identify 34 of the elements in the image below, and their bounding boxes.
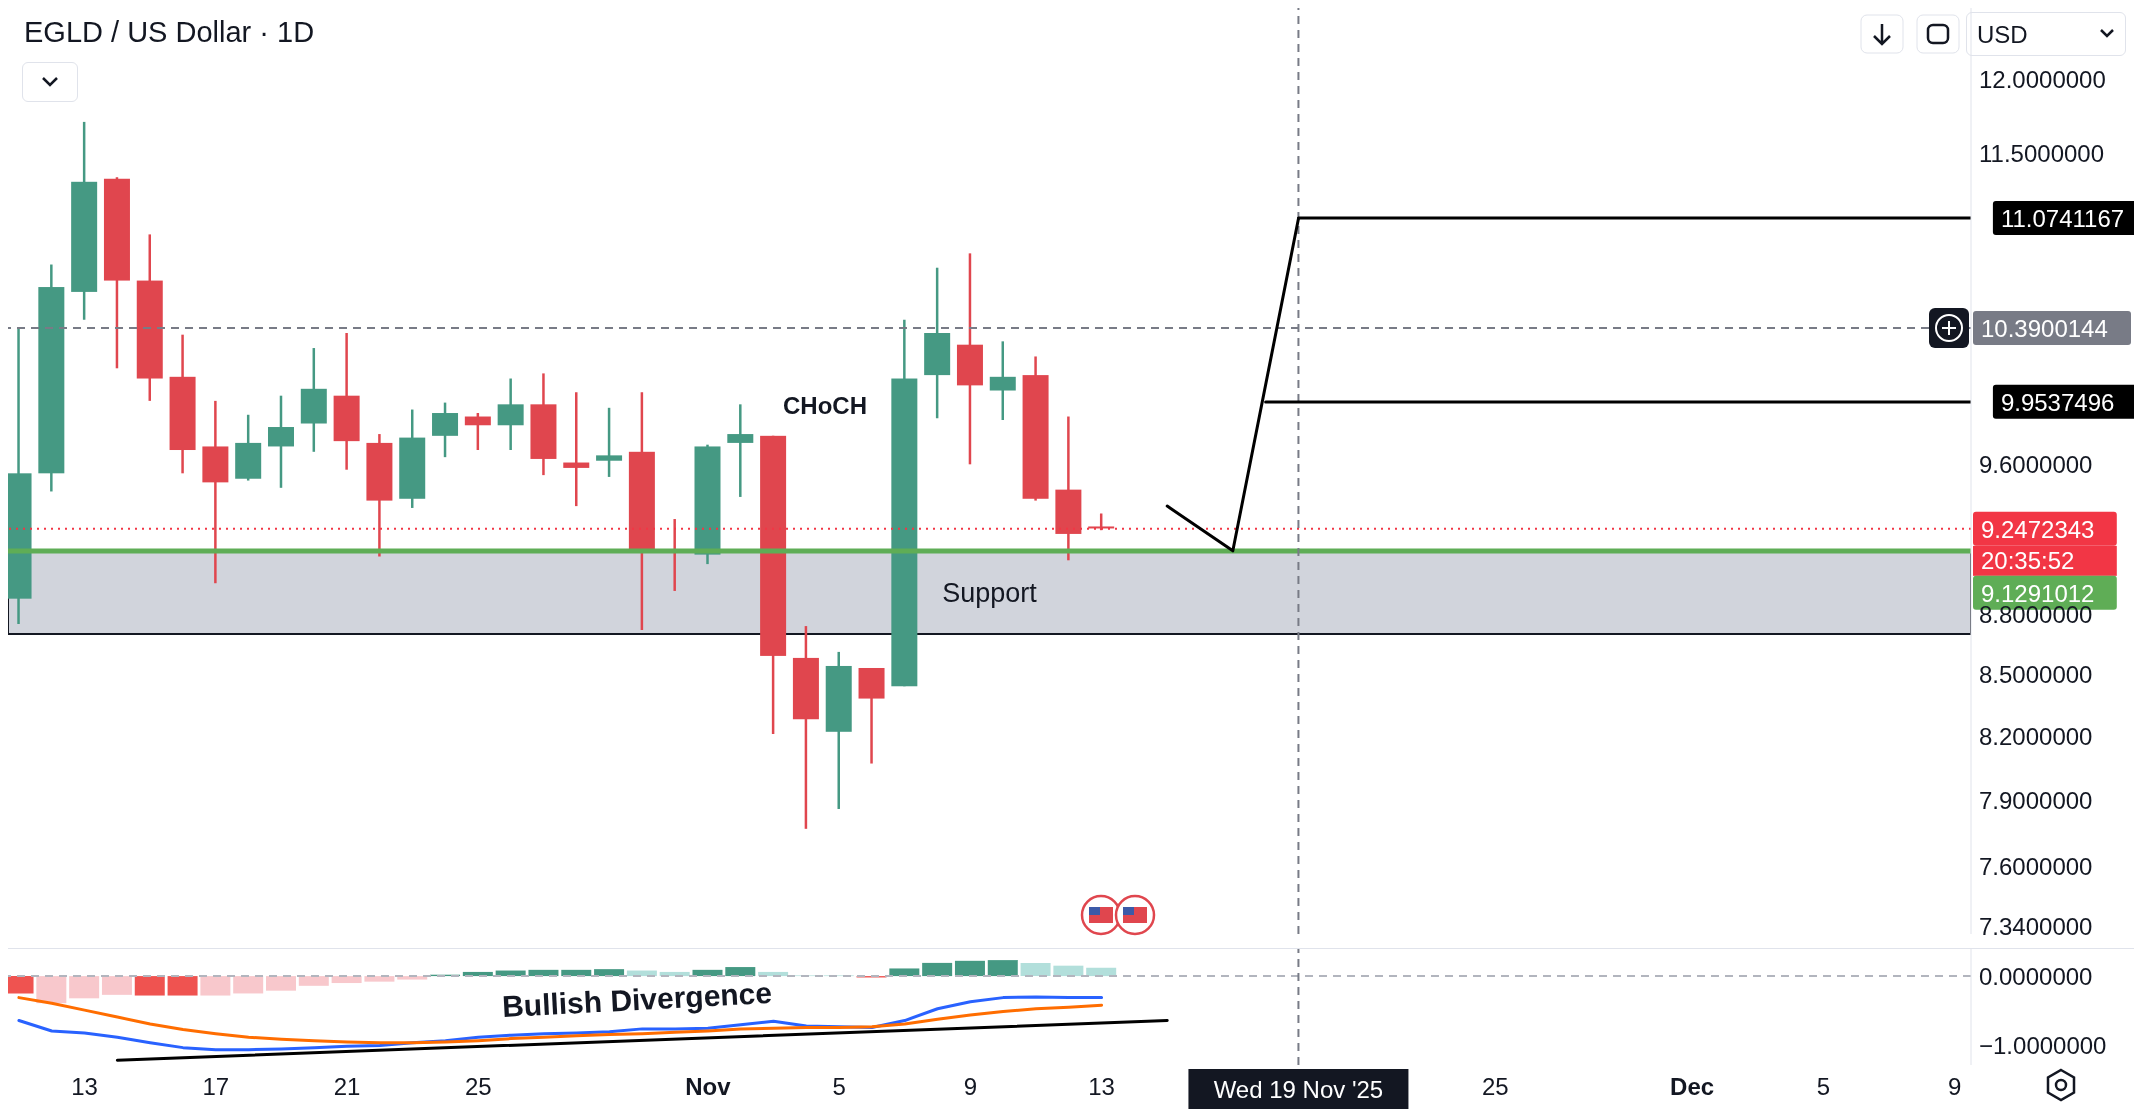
data-label: 9.9537496 (2000, 388, 2115, 416)
x-tick-label: 5 (1816, 1073, 1831, 1100)
text: 20:35:52 (1981, 546, 2075, 574)
text: USD (1966, 12, 2126, 56)
ref-line-label: 9.2472343 (1981, 515, 2095, 543)
x-tick-label: 13 (71, 1073, 98, 1100)
y-tick-label: −1.0000000 (1979, 1032, 2107, 1060)
data-label: 11.0741167 (2000, 205, 2125, 233)
x-tick-label: 9 (963, 1073, 978, 1100)
y-tick-label: 8.2000000 (1979, 722, 2093, 750)
x-tick-label: 9 (1947, 1073, 1962, 1100)
y-tick-label: 12.0000000 (1979, 66, 2106, 94)
y-tick-label: 0.0000000 (1979, 962, 2093, 990)
ref-line-label: 10.3900144 (1981, 315, 2108, 343)
x-tick-label: 5 (832, 1073, 846, 1100)
x-tick-label: Dec (1670, 1073, 1715, 1100)
ref-line-label: Wed 19 Nov '25 (1213, 1076, 1384, 1103)
annotation: CHoCH (783, 392, 867, 420)
y-tick-label: 8.5000000 (1979, 660, 2093, 688)
x-tick-label: 25 (1481, 1073, 1509, 1100)
x-tick-label: 25 (464, 1073, 492, 1100)
annotation: Bullish Divergence (500, 975, 774, 1025)
ref-line-label: 9.1291012 (1981, 579, 2095, 607)
band-label: Support (942, 578, 1038, 609)
y-tick-label: 7.6000000 (1979, 853, 2093, 881)
y-tick-label: 9.6000000 (1979, 450, 2093, 478)
y-tick-label: 7.9000000 (1979, 786, 2093, 814)
y-tick-label: 7.3400000 (1979, 913, 2093, 941)
chart-title: EGLD / US Dollar · 1D (24, 16, 315, 49)
x-tick-label: Nov (685, 1073, 732, 1100)
x-tick-label: 17 (202, 1073, 230, 1100)
y-tick-label: 11.5000000 (1979, 139, 2105, 167)
x-tick-label: 13 (1088, 1073, 1115, 1100)
x-tick-label: 21 (333, 1073, 361, 1100)
